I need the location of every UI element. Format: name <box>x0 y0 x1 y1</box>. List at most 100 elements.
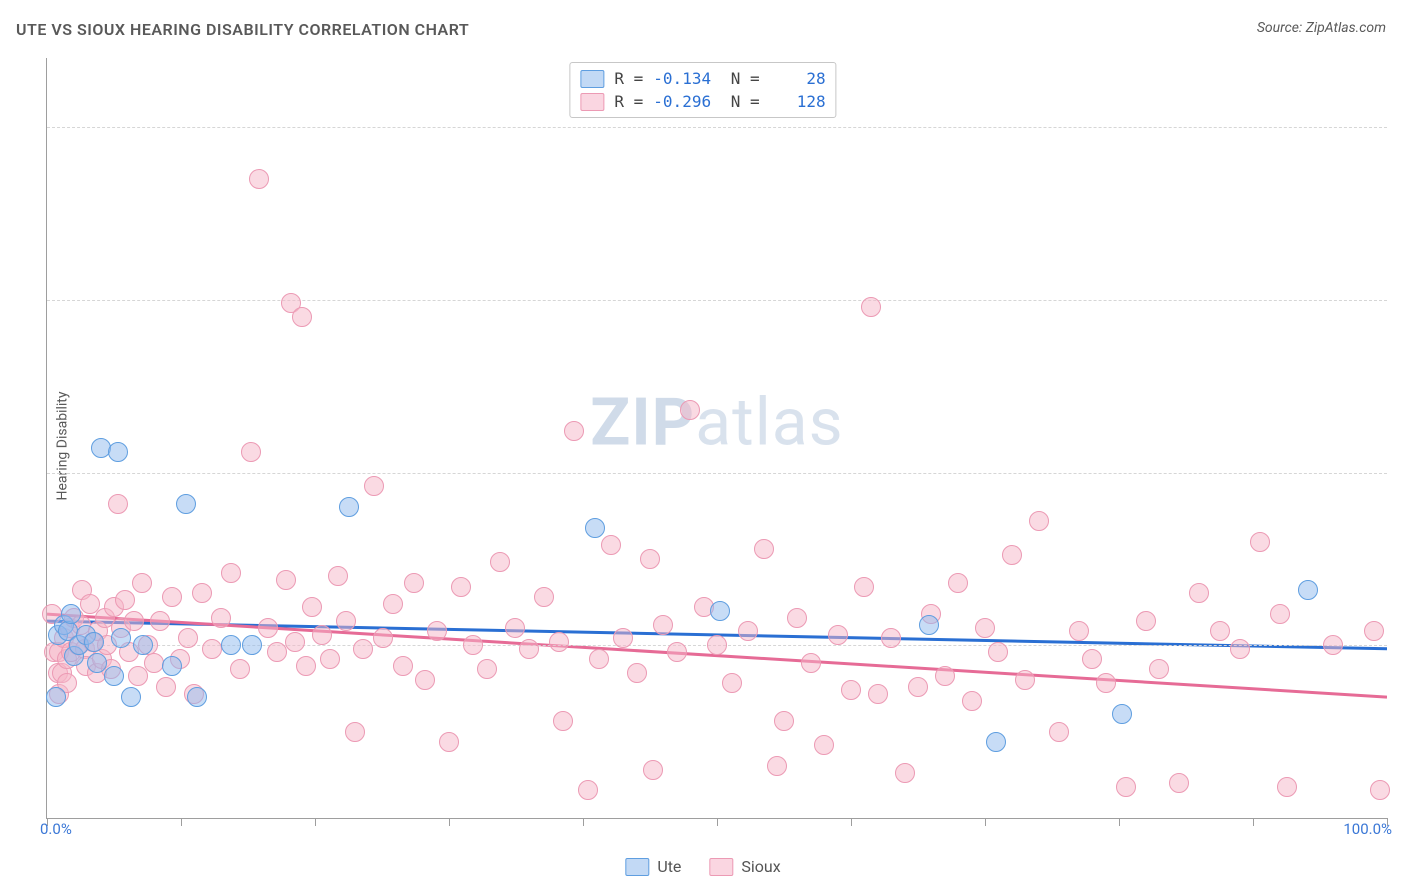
data-point <box>211 608 231 628</box>
data-point <box>104 666 124 686</box>
data-point <box>115 590 135 610</box>
swatch-ute-icon <box>625 858 649 876</box>
swatch-sioux-icon <box>709 858 733 876</box>
data-point <box>241 442 261 462</box>
data-point <box>312 625 332 645</box>
data-point <box>1002 545 1022 565</box>
data-point <box>895 763 915 783</box>
data-point <box>328 566 348 586</box>
plot-area: ZIPatlas 5.0%10.0%15.0%20.0% <box>46 58 1387 819</box>
data-point <box>519 639 539 659</box>
data-point <box>627 663 647 683</box>
data-point <box>1082 649 1102 669</box>
trend-lines <box>47 58 1387 818</box>
data-point <box>108 494 128 514</box>
data-point <box>242 635 262 655</box>
data-point <box>1370 780 1390 800</box>
data-point <box>415 670 435 690</box>
data-point <box>707 635 727 655</box>
data-point <box>754 539 774 559</box>
data-point <box>336 611 356 631</box>
data-point <box>919 615 939 635</box>
data-point <box>1149 659 1169 679</box>
data-point <box>353 639 373 659</box>
data-point <box>46 687 66 707</box>
data-point <box>854 577 874 597</box>
data-point <box>948 573 968 593</box>
data-point <box>667 642 687 662</box>
data-point <box>1136 611 1156 631</box>
data-point <box>553 711 573 731</box>
data-point <box>124 611 144 631</box>
data-point <box>192 583 212 603</box>
data-point <box>221 635 241 655</box>
data-point <box>156 677 176 697</box>
data-point <box>1189 583 1209 603</box>
data-point <box>881 628 901 648</box>
data-point <box>534 587 554 607</box>
data-point <box>787 608 807 628</box>
data-point <box>267 642 287 662</box>
data-point <box>505 618 525 638</box>
data-point <box>680 400 700 420</box>
data-point <box>61 604 81 624</box>
data-point <box>427 621 447 641</box>
legend-item-ute: Ute <box>625 857 681 876</box>
data-point <box>1015 670 1035 690</box>
trend-line <box>47 614 1387 697</box>
data-point <box>121 687 141 707</box>
data-point <box>643 760 663 780</box>
watermark: ZIPatlas <box>590 384 843 461</box>
data-point <box>111 628 131 648</box>
data-point <box>1230 639 1250 659</box>
data-point <box>1069 621 1089 641</box>
data-point <box>339 497 359 517</box>
data-point <box>1270 604 1290 624</box>
x-tick-last: 100.0% <box>1343 820 1392 838</box>
data-point <box>1250 532 1270 552</box>
data-point <box>1116 777 1136 797</box>
data-point <box>585 518 605 538</box>
data-point <box>814 735 834 755</box>
data-point <box>364 476 384 496</box>
data-point <box>908 677 928 697</box>
data-point <box>841 680 861 700</box>
data-point <box>1323 635 1343 655</box>
data-point <box>1298 580 1318 600</box>
data-point <box>1049 722 1069 742</box>
data-point <box>801 653 821 673</box>
data-point <box>451 577 471 597</box>
data-point <box>613 628 633 648</box>
data-point <box>373 628 393 648</box>
data-point <box>975 618 995 638</box>
data-point <box>133 635 153 655</box>
stats-row-ute: R =-0.134 N =28 <box>580 67 825 90</box>
data-point <box>722 673 742 693</box>
source-attribution: Source: ZipAtlas.com <box>1257 20 1386 36</box>
data-point <box>564 421 584 441</box>
data-point <box>285 632 305 652</box>
data-point <box>1364 621 1384 641</box>
data-point <box>738 621 758 641</box>
data-point <box>868 684 888 704</box>
data-point <box>601 535 621 555</box>
data-point <box>962 691 982 711</box>
data-point <box>1096 673 1116 693</box>
data-point <box>87 653 107 673</box>
data-point <box>1029 511 1049 531</box>
data-point <box>549 632 569 652</box>
data-point <box>477 659 497 679</box>
data-point <box>767 756 787 776</box>
data-point <box>710 601 730 621</box>
data-point <box>276 570 296 590</box>
data-point <box>128 666 148 686</box>
data-point <box>162 587 182 607</box>
data-point <box>1210 621 1230 641</box>
data-point <box>463 635 483 655</box>
swatch-ute <box>580 70 604 88</box>
data-point <box>578 780 598 800</box>
data-point <box>296 656 316 676</box>
x-tick-first: 0.0% <box>40 820 72 838</box>
stats-legend: R =-0.134 N =28 R =-0.296 N =128 <box>569 62 836 118</box>
data-point <box>383 594 403 614</box>
